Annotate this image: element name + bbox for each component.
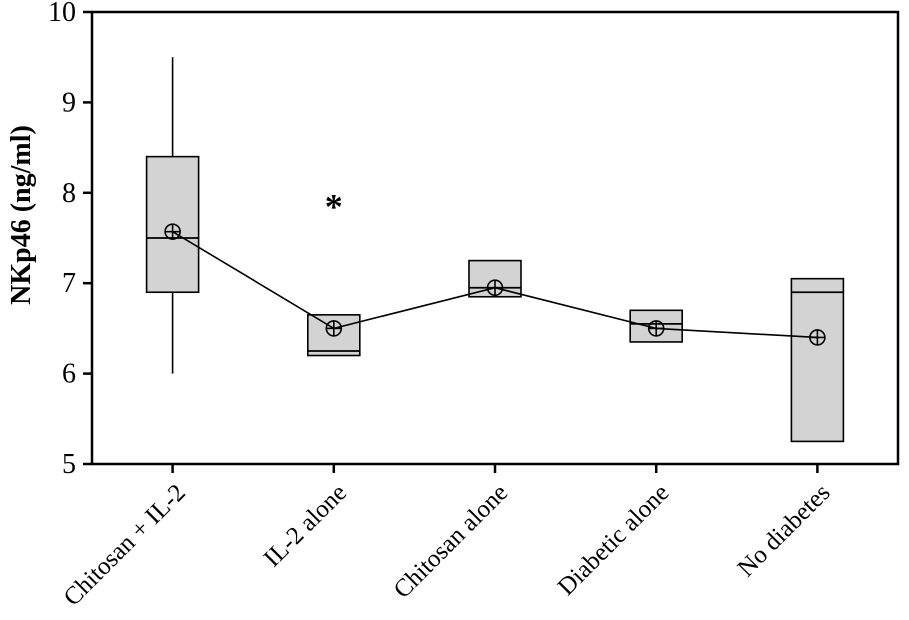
mean-marker (486, 279, 504, 297)
x-tick-label: Diabetic alone (553, 479, 675, 601)
y-tick-label: 5 (62, 449, 76, 480)
y-tick-label: 8 (62, 178, 76, 209)
mean-marker (809, 329, 826, 346)
y-tick-label: 6 (62, 359, 76, 390)
significance-asterisk: * (325, 186, 343, 226)
x-tick-label: IL-2 alone (259, 479, 352, 572)
y-axis-title: NKp46 (ng/ml) (6, 125, 37, 305)
box-group (145, 57, 200, 374)
box-group: * (306, 186, 361, 357)
box (790, 277, 845, 443)
plot-frame (90, 10, 900, 466)
x-tick-label: No diabetes (733, 479, 836, 582)
y-tick-label: 7 (62, 268, 76, 299)
mean-marker (647, 320, 665, 337)
mean-marker (325, 320, 343, 337)
x-tick-label: Chitosan alone (389, 479, 514, 604)
mean-marker (164, 223, 181, 240)
y-tick-label: 10 (48, 0, 76, 28)
x-tick-label: Chitosan + IL-2 (59, 479, 191, 611)
box-group (790, 277, 845, 443)
y-tick-label: 9 (62, 87, 76, 118)
